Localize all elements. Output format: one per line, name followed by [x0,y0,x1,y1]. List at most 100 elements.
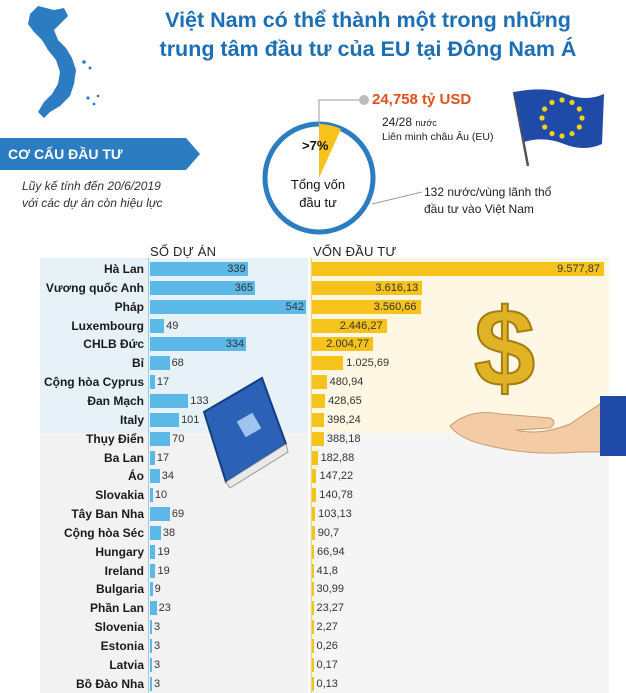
country-label: Luxembourg [71,318,144,333]
projects-bar [150,639,152,653]
eu-flag-icon [512,89,604,167]
capital-panel-bg-lower [309,433,609,693]
capital-value-label: 41,8 [316,564,338,577]
projects-bar [150,507,170,522]
vietnam-map-icon [28,6,100,118]
capital-bar [312,676,314,691]
country-label: Đan Mạch [87,393,144,408]
capital-bar [312,544,315,559]
projects-value-label: 23 [158,602,171,615]
capital-bar [312,262,604,276]
projects-value-label: 17 [156,376,170,389]
eu-share: 24/28 nước [382,115,437,129]
capital-value-label: 140,78 [319,489,353,502]
capital-bar [312,450,318,465]
projects-bar [150,657,152,672]
projects-bar [150,676,152,691]
share-circle [262,118,376,235]
eu-star [576,124,582,130]
projects-value-label: 10 [154,489,168,502]
connector-lines [318,95,369,120]
projects-bar [150,620,152,635]
projects-bar [150,431,171,446]
projects-value-label: 34 [161,470,175,483]
projects-value-label: 17 [156,451,170,464]
projects-bar [150,375,155,390]
capital-value-label: 66,94 [317,545,345,558]
country-label: Hungary [95,544,144,559]
capital-value-label: 2.446,27 [339,319,383,332]
projects-value-label: 3 [154,621,161,634]
capital-bar [312,393,326,408]
country-label: Hà Lan [103,262,144,276]
axis-line-capital [311,258,312,693]
svg-text:$: $ [474,287,535,410]
projects-bar [150,450,155,465]
capital-value-label: 30,99 [316,583,345,596]
country-label: Bỉ [132,356,144,371]
capital-bar [312,657,314,672]
projects-value-label: 101 [181,413,200,426]
projects-bar [150,563,156,578]
country-label: Slovenia [94,620,144,635]
banner-arrow-icon [186,138,200,170]
passport-book-icon [202,376,289,489]
capital-bar [312,280,423,295]
projects-value-label: 334 [225,338,245,351]
country-label: Slovakia [95,488,144,503]
capital-value-label: 3.616,13 [375,281,419,294]
eu-star [539,115,545,121]
eu-label: Liên minh châu Âu (EU) [382,131,494,143]
capital-bar [312,563,314,578]
dollar-hand-icon: $ [449,286,626,456]
projects-bar [150,280,256,295]
capital-value-label: 480,94 [329,376,364,389]
projects-bar [150,469,160,484]
projects-value-label: 3 [154,640,161,652]
capital-value-label: 2,27 [316,621,338,634]
projects-bar [150,318,165,333]
eu-star [559,133,565,139]
eu-star [569,130,575,137]
capital-bar [312,431,324,446]
projects-value-label: 365 [234,281,254,294]
country-label: Cộng hòa Séc [63,525,144,540]
eu-star [549,99,555,106]
country-label: Estonia [100,639,144,653]
capital-bar [312,356,344,371]
projects-bar [150,412,180,427]
projects-value-label: 339 [227,263,246,275]
circle-label: Tổng vốn đầu tư [290,177,346,210]
capital-bar [312,525,315,540]
projects-value-label: 9 [154,583,161,596]
capital-bar [312,318,387,333]
projects-panel-bg-lower [40,433,308,693]
capital-bar [312,582,314,597]
projects-value-label: 542 [285,300,304,313]
projects-value-label: 133 [190,394,209,407]
projects-value-label: 68 [171,357,184,370]
capital-value-label: 90,7 [317,526,340,539]
country-label: Italy [119,412,144,427]
country-label: Thụy Điển [85,431,144,446]
projects-value-label: 3 [154,658,161,671]
eu-star [569,99,575,106]
capital-value-label: 103,13 [318,508,352,521]
capital-bar [312,337,374,352]
projects-value-label: 49 [166,319,179,332]
capital-bar [312,639,314,653]
capital-bar [312,620,314,635]
projects-bar [150,337,247,352]
axis-line-projects [148,258,149,693]
capital-value-label: 3.560,66 [373,300,417,313]
country-label: Latvia [109,657,144,672]
projects-bar [150,356,170,371]
capital-value-label: 9.577,87 [557,263,600,275]
eu-star [542,124,548,130]
country-label: Áo [128,469,144,484]
country-label: Tây Ban Nha [71,507,144,522]
country-label: Ireland [104,563,144,578]
projects-value-label: 19 [157,545,170,558]
capital-value-label: 182,88 [320,451,355,464]
header-projects: SỐ DỰ ÁN [150,244,217,259]
